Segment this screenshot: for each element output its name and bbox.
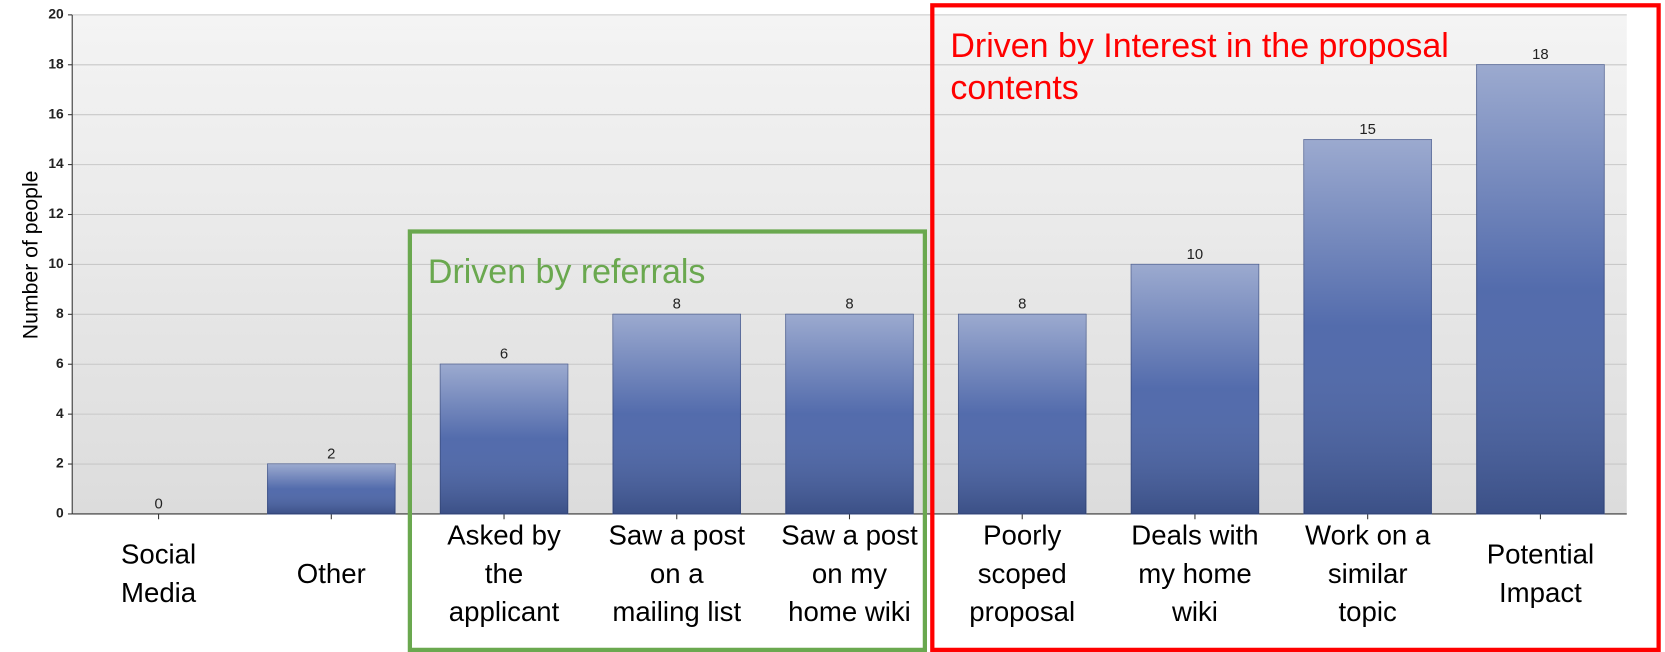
x-tick-label: Social [121,539,196,570]
bar-shade [613,314,741,514]
y-tick-label: 8 [56,306,64,321]
x-tick-label: mailing list [612,596,741,627]
x-tick-label: scoped [978,558,1067,589]
data-label: 2 [327,446,335,462]
annotation-text: Driven by Interest in the proposal [950,27,1448,65]
bar-shade [267,464,396,514]
data-label: 6 [500,347,508,363]
x-tick-label: Saw a post [609,520,746,551]
bar-shade [958,314,1086,514]
data-label: 8 [673,297,681,313]
y-tick-label: 12 [48,206,64,221]
x-tick-label: Poorly [983,520,1061,551]
annotation-text: Driven by referrals [428,253,706,291]
data-label: 18 [1532,47,1549,63]
x-tick-label: home wiki [788,596,911,627]
y-axis-label: Number of people [19,171,42,340]
y-tick-label: 14 [48,156,64,171]
x-tick-label: applicant [449,596,560,627]
x-tick-label: the [485,558,523,589]
bar-shade [1476,64,1605,514]
annotation-text: contents [950,69,1078,107]
x-tick-label: Saw a post [781,520,918,551]
y-tick-label: 20 [48,7,64,22]
y-tick-label: 6 [56,356,64,371]
x-tick-label: Deals with [1131,520,1258,551]
data-label: 8 [1018,297,1026,313]
x-tick-label: on my [812,558,887,589]
x-tick-label: Other [297,558,366,589]
y-tick-label: 0 [56,506,64,521]
x-tick-label: my home [1138,558,1251,589]
x-tick-label: on a [650,558,704,589]
bar-shade [440,364,568,514]
bar-shade [1303,139,1432,514]
x-tick-label: proposal [969,596,1075,627]
data-label: 10 [1187,247,1204,263]
x-tick-label: Work on a [1305,520,1431,551]
x-tick-label: wiki [1171,596,1218,627]
bar-shade [785,314,914,514]
y-tick-label: 10 [48,256,64,271]
x-tick-label: Impact [1499,577,1582,608]
data-label: 0 [154,496,162,512]
x-tick-label: Media [121,577,197,608]
bar-shade [1131,264,1259,514]
x-tick-label: similar [1328,558,1408,589]
x-tick-label: topic [1339,596,1397,627]
annotation-box [407,229,928,652]
x-tick-label: Potential [1487,539,1594,570]
data-label: 15 [1359,122,1376,138]
y-tick-label: 2 [56,456,64,471]
x-tick-label: Asked by [447,520,561,551]
annotation-box [930,3,1661,652]
y-tick-label: 18 [48,56,64,71]
y-tick-label: 4 [56,406,64,421]
data-label: 8 [845,297,853,313]
y-tick-label: 16 [48,106,64,121]
